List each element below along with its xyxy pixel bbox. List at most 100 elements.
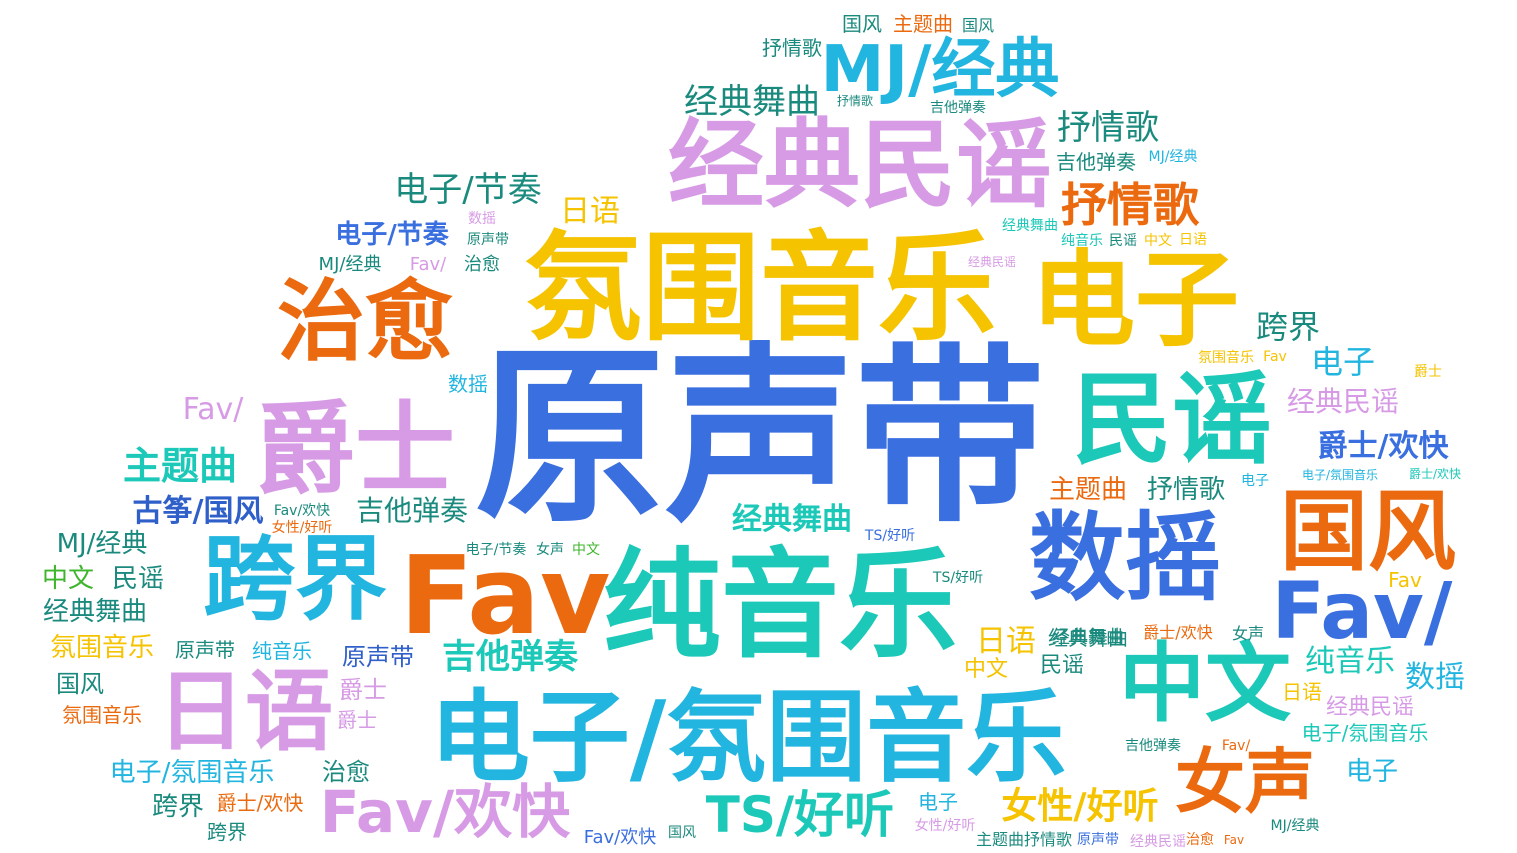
- word: 电子: [1241, 473, 1269, 489]
- word: 女性/好听: [271, 520, 333, 536]
- word: 氛围音乐: [1198, 350, 1254, 366]
- word: 日语: [560, 194, 620, 229]
- word: 纯音乐: [602, 536, 958, 674]
- word: 吉他弹奏: [1125, 738, 1181, 754]
- word: Fav/欢快: [273, 503, 331, 519]
- word: 爵士: [339, 676, 387, 704]
- word: Fav/: [409, 254, 447, 275]
- word: 跨界: [207, 820, 247, 844]
- word: 爵士: [1414, 364, 1442, 380]
- word: 吉他弹奏: [930, 100, 986, 116]
- word: 爵士/欢快: [1408, 467, 1462, 481]
- word: MJ/经典: [318, 254, 382, 275]
- word: Fav/: [1271, 567, 1453, 657]
- word: TS/好听: [705, 786, 895, 844]
- word: 电子/氛围音乐: [429, 679, 1067, 796]
- word: 经典舞曲: [42, 597, 148, 627]
- word: Fav/: [182, 392, 244, 427]
- word: 国风: [1279, 480, 1457, 583]
- word: Fav/欢快: [319, 778, 571, 846]
- word: 抒情歌: [1146, 475, 1226, 505]
- word: 原声带: [342, 643, 414, 671]
- word: 经典舞曲: [1048, 626, 1128, 650]
- word: 古筝/国风: [132, 494, 264, 529]
- word: 吉他弹奏: [1056, 150, 1136, 174]
- word: 爵士/欢快: [216, 791, 304, 815]
- word: MJ/经典: [56, 529, 148, 559]
- word: 治愈: [322, 758, 370, 786]
- word: 原声带: [467, 232, 509, 248]
- word: 经典舞曲: [684, 82, 820, 122]
- word: 经典民谣: [1325, 695, 1415, 720]
- word: 电子/节奏: [394, 170, 542, 210]
- word: MJ/经典: [1148, 149, 1198, 165]
- word: Fav: [1388, 568, 1422, 592]
- word: 抒情歌: [1023, 830, 1073, 849]
- word: 原声带: [175, 638, 235, 662]
- word: Fav/欢快: [583, 827, 657, 848]
- word: 跨界: [151, 792, 205, 822]
- word: 抒情歌: [762, 36, 822, 60]
- word: 数摇: [1029, 502, 1221, 614]
- word: 主题曲: [1048, 475, 1128, 505]
- word: 国风: [668, 825, 696, 841]
- word: 主题曲: [893, 12, 953, 36]
- word: 抒情歌: [1061, 178, 1199, 232]
- word: 电子/氛围音乐: [1301, 468, 1379, 482]
- word: 中文: [963, 657, 1009, 682]
- word: 民谣: [1109, 233, 1137, 249]
- word: 爵士/欢快: [1317, 429, 1449, 464]
- word: 经典民谣: [1130, 834, 1186, 850]
- word: Fav: [1263, 349, 1287, 365]
- word: 氛围音乐: [523, 219, 997, 357]
- word: 中文: [1119, 634, 1291, 734]
- word: 电子: [1310, 343, 1376, 381]
- word: 女声: [1175, 741, 1315, 823]
- word: 抒情歌: [836, 94, 874, 108]
- word: 女声: [536, 542, 564, 558]
- word: 主题曲: [975, 830, 1025, 849]
- word: 国风: [842, 12, 882, 36]
- word: 中文: [1144, 233, 1172, 249]
- word: 日语: [1282, 680, 1322, 704]
- word: 吉他弹奏: [442, 637, 578, 677]
- word: 国风: [961, 16, 995, 35]
- word: 主题曲: [122, 444, 238, 488]
- word: 日语: [156, 660, 334, 763]
- word: 数摇: [1405, 660, 1465, 695]
- word: 纯音乐: [1061, 233, 1103, 249]
- word: 女声: [1231, 624, 1265, 643]
- word: 电子: [1030, 239, 1240, 361]
- word: MJ/经典: [1270, 818, 1320, 834]
- word: 跨界: [1255, 308, 1321, 346]
- word: 电子/节奏: [335, 220, 449, 250]
- word: 经典民谣: [668, 109, 1052, 221]
- word: Fav: [399, 534, 611, 659]
- word: 原声带: [1077, 832, 1119, 848]
- word: 经典舞曲: [1002, 218, 1058, 234]
- word: 经典民谣: [967, 255, 1017, 269]
- word: 数摇: [468, 211, 496, 227]
- word: 抒情歌: [1057, 108, 1159, 148]
- word: TS/好听: [864, 528, 916, 544]
- word: 电子: [1345, 757, 1399, 787]
- word: 爵士: [337, 708, 377, 732]
- word: 日语: [1179, 232, 1207, 248]
- word: 女性/好听: [914, 818, 976, 834]
- word: Fav/: [1221, 738, 1251, 754]
- word: 国风: [56, 670, 104, 698]
- word: 女性/好听: [1001, 786, 1159, 827]
- word: 电子: [918, 790, 958, 814]
- word: 爵士/欢快: [1143, 623, 1213, 642]
- word: 中文: [41, 564, 95, 594]
- word: 日语: [976, 624, 1036, 659]
- word: 民谣: [111, 564, 165, 594]
- word: 纯音乐: [1305, 644, 1395, 679]
- word: MJ/经典: [820, 33, 1060, 107]
- word: 原声带: [474, 327, 1046, 548]
- word: 纯音乐: [252, 639, 312, 663]
- word: 数摇: [448, 372, 488, 396]
- word: 治愈: [464, 254, 500, 275]
- word: 吉他弹奏: [355, 494, 469, 527]
